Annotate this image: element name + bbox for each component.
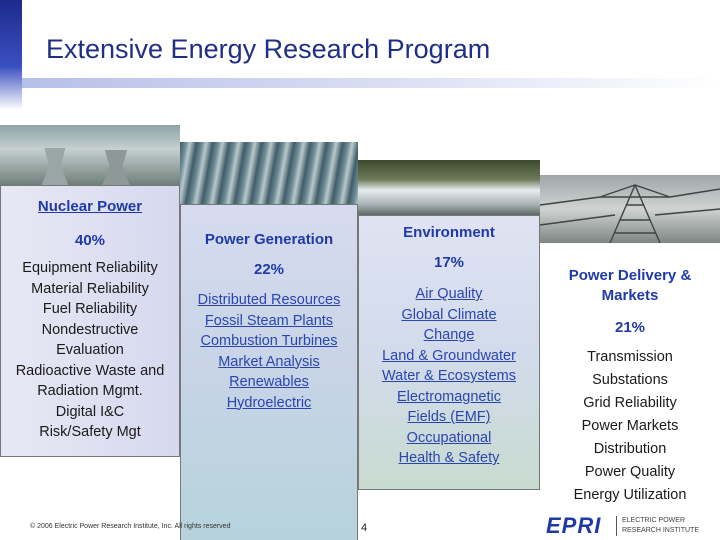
- generation-header: Power Generation: [204, 231, 334, 248]
- logo-line1: ELECTRIC POWER: [622, 517, 686, 524]
- delivery-header-line1: Power Delivery &: [568, 267, 692, 284]
- nuclear-list: Equipment Reliability Material Reliabili…: [0, 258, 180, 443]
- nuclear-panel: [0, 185, 180, 457]
- delivery-percent: 21%: [614, 319, 646, 336]
- list-item: Power Markets: [581, 418, 679, 434]
- list-item[interactable]: Distributed Resources: [197, 292, 341, 308]
- page-title: Extensive Energy Research Program: [46, 34, 491, 64]
- environment-panel: [358, 215, 540, 490]
- delivery-panel: [540, 243, 720, 509]
- page-number: 4: [361, 522, 368, 534]
- list-item[interactable]: Water & Ecosystems: [381, 368, 517, 384]
- generation-list: Distributed Resources Fossil Steam Plant…: [180, 290, 358, 413]
- list-item: Radiation Mgmt.: [37, 383, 143, 399]
- list-item: Grid Reliability: [583, 395, 677, 411]
- list-item: Transmission: [587, 349, 673, 365]
- transmission-tower-photo: [540, 175, 720, 243]
- title-accent-bar: [0, 0, 22, 110]
- delivery-header: Power Delivery & Markets: [540, 266, 720, 306]
- nuclear-photo: [0, 125, 180, 185]
- list-item: Risk/Safety Mgt: [39, 424, 141, 440]
- list-item[interactable]: Market Analysis: [218, 353, 320, 370]
- list-item: Radioactive Waste and: [15, 362, 165, 379]
- list-item[interactable]: Combustion Turbines: [200, 333, 338, 349]
- list-item: Nondestructive: [41, 321, 139, 338]
- list-item: Distribution: [593, 441, 667, 457]
- list-item: Digital I&C: [55, 403, 125, 420]
- nuclear-header[interactable]: Nuclear Power: [37, 198, 143, 215]
- nuclear-percent: 40%: [74, 232, 106, 249]
- nuclear-header-link[interactable]: Nuclear Power: [0, 198, 180, 215]
- list-item[interactable]: Air Quality: [415, 286, 483, 302]
- epri-logo: EPRI ELECTRIC POWER RESEARCH INSTITUTE: [544, 513, 716, 539]
- delivery-list: Transmission Substations Grid Reliabilit…: [540, 346, 720, 507]
- list-item[interactable]: Global Climate: [401, 306, 497, 323]
- list-item[interactable]: Fields (EMF): [407, 409, 491, 425]
- list-item[interactable]: Occupational: [406, 429, 492, 446]
- generation-panel: [180, 204, 358, 540]
- title-underline: [22, 78, 720, 88]
- logo-divider: [616, 516, 617, 536]
- list-item: Substations: [592, 372, 668, 388]
- list-item[interactable]: Land & Groundwater: [382, 347, 516, 364]
- environment-header: Environment: [403, 224, 495, 241]
- list-item: Material Reliability: [31, 280, 149, 297]
- generation-percent: 22%: [253, 261, 285, 278]
- waterfall-photo: [358, 160, 540, 215]
- turbine-photo: [180, 142, 358, 204]
- list-item: Power Quality: [584, 464, 676, 480]
- environment-list: Air Quality Global Climate Change Land &…: [358, 284, 540, 469]
- list-item: Energy Utilization: [573, 487, 687, 503]
- logo-line2: RESEARCH INSTITUTE: [622, 527, 700, 534]
- list-item[interactable]: Change: [423, 327, 475, 343]
- epri-logo-mark: EPRI: [546, 513, 602, 538]
- list-item[interactable]: Hydroelectric: [226, 394, 312, 411]
- list-item: Equipment Reliability: [22, 260, 158, 276]
- list-item[interactable]: Electromagnetic: [397, 388, 501, 405]
- list-item: Evaluation: [56, 342, 124, 358]
- transmission-tower-icon: [540, 183, 720, 243]
- environment-percent: 17%: [433, 254, 465, 271]
- delivery-header-line2: Markets: [601, 287, 659, 304]
- list-item: Fuel Reliability: [42, 301, 138, 317]
- list-item[interactable]: Health & Safety: [398, 450, 500, 466]
- copyright-text: © 2006 Electric Power Research Institute…: [30, 523, 231, 530]
- list-item[interactable]: Fossil Steam Plants: [204, 312, 334, 329]
- list-item[interactable]: Renewables: [229, 374, 309, 390]
